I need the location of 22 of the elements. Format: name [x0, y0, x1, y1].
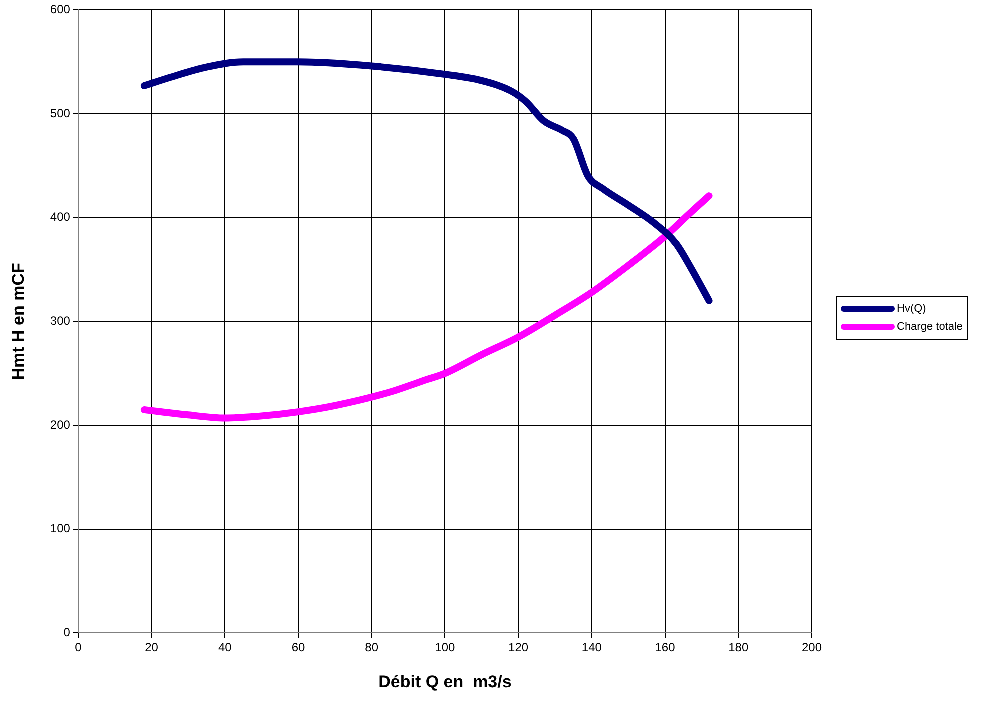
x-tick-label: 100	[435, 640, 456, 655]
x-tick-label: 80	[365, 640, 379, 655]
x-tick-label: 180	[728, 640, 749, 655]
x-tick-label: 200	[802, 640, 822, 655]
x-tick-label: 160	[655, 640, 676, 655]
x-tick-label: 0	[75, 640, 82, 655]
x-tick-label: 20	[145, 640, 159, 655]
x-tick-label: 60	[292, 640, 306, 655]
y-tick-label: 200	[50, 418, 71, 432]
legend-label: Hv(Q)	[897, 303, 926, 315]
y-tick-label: 500	[50, 106, 71, 120]
y-tick-label: 0	[64, 626, 71, 640]
y-tick-label: 400	[50, 210, 71, 224]
x-tick-label: 40	[218, 640, 232, 655]
legend-label: Charge totale	[897, 321, 964, 333]
x-axis-title: Débit Q en m3/s	[378, 672, 512, 692]
y-axis-title: Hmt H en mCF	[8, 263, 28, 380]
x-tick-label: 140	[582, 640, 602, 655]
y-tick-label: 300	[50, 314, 71, 328]
y-tick-label: 100	[50, 522, 71, 536]
y-tick-label: 600	[50, 2, 71, 17]
x-tick-label: 120	[508, 640, 529, 655]
